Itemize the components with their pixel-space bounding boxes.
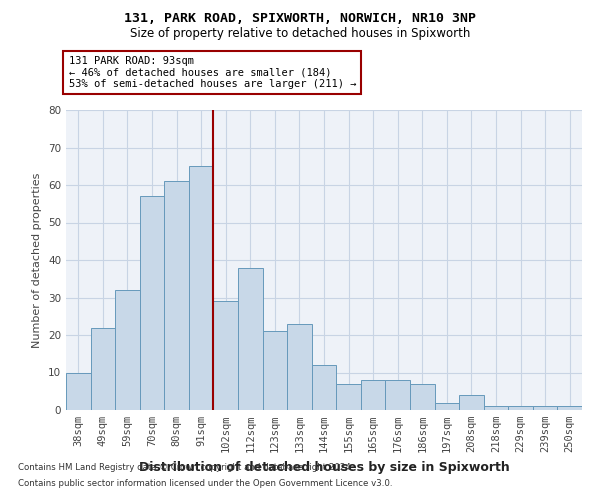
Bar [336,384,361,410]
Text: Size of property relative to detached houses in Spixworth: Size of property relative to detached ho… [130,28,470,40]
Bar [557,406,582,410]
Bar [385,380,410,410]
Y-axis label: Number of detached properties: Number of detached properties [32,172,43,348]
Text: 131, PARK ROAD, SPIXWORTH, NORWICH, NR10 3NP: 131, PARK ROAD, SPIXWORTH, NORWICH, NR10… [124,12,476,26]
Bar [508,406,533,410]
Bar [312,365,336,410]
Bar [484,406,508,410]
X-axis label: Distribution of detached houses by size in Spixworth: Distribution of detached houses by size … [139,460,509,473]
Text: Contains HM Land Registry data © Crown copyright and database right 2024.: Contains HM Land Registry data © Crown c… [18,464,353,472]
Bar [434,402,459,410]
Bar [287,324,312,410]
Bar [164,181,189,410]
Bar [189,166,214,410]
Bar [140,196,164,410]
Bar [115,290,140,410]
Bar [91,328,115,410]
Text: Contains public sector information licensed under the Open Government Licence v3: Contains public sector information licen… [18,478,392,488]
Bar [459,395,484,410]
Bar [238,268,263,410]
Text: 131 PARK ROAD: 93sqm
← 46% of detached houses are smaller (184)
53% of semi-deta: 131 PARK ROAD: 93sqm ← 46% of detached h… [68,56,356,89]
Bar [410,384,434,410]
Bar [533,406,557,410]
Bar [214,301,238,410]
Bar [66,372,91,410]
Bar [263,331,287,410]
Bar [361,380,385,410]
